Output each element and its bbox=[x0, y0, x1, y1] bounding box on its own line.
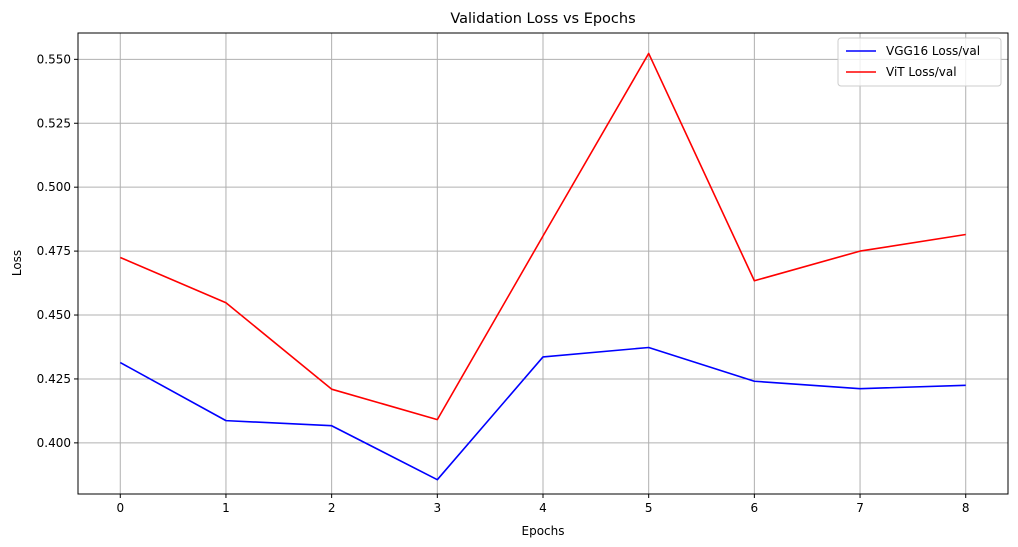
x-tick-label: 7 bbox=[856, 501, 864, 515]
y-axis-ticks: 0.400 0.425 0.450 0.475 0.500 0.525 0.550 bbox=[37, 52, 78, 450]
x-tick-label: 8 bbox=[962, 501, 970, 515]
x-axis-ticks: 0 1 2 3 4 5 6 7 8 bbox=[116, 494, 970, 515]
grid-lines bbox=[78, 33, 1008, 494]
series-line-vit bbox=[119, 52, 966, 421]
legend-box bbox=[837, 37, 1002, 87]
legend-label-vgg16: VGG16 Loss/val bbox=[886, 44, 980, 58]
y-tick-label: 0.500 bbox=[37, 180, 71, 194]
x-tick-label: 5 bbox=[645, 501, 653, 515]
legend: VGG16 Loss/val ViT Loss/val bbox=[837, 37, 1002, 87]
x-tick-label: 0 bbox=[116, 501, 124, 515]
series-line-vgg16 bbox=[119, 346, 966, 481]
x-tick-label: 4 bbox=[539, 501, 547, 515]
legend-label-vit: ViT Loss/val bbox=[886, 65, 957, 79]
y-tick-label: 0.525 bbox=[37, 116, 71, 130]
x-tick-label: 6 bbox=[751, 501, 759, 515]
y-axis-label: Loss bbox=[10, 250, 24, 276]
y-tick-label: 0.425 bbox=[37, 372, 71, 386]
x-tick-label: 2 bbox=[328, 501, 336, 515]
y-tick-label: 0.400 bbox=[37, 436, 71, 450]
series-lines bbox=[119, 52, 966, 481]
x-tick-label: 3 bbox=[433, 501, 441, 515]
y-tick-label: 0.475 bbox=[37, 244, 71, 258]
x-axis-label: Epochs bbox=[522, 524, 565, 538]
y-tick-label: 0.450 bbox=[37, 308, 71, 322]
chart-title: Validation Loss vs Epochs bbox=[450, 11, 635, 27]
x-tick-label: 1 bbox=[222, 501, 230, 515]
y-tick-label: 0.550 bbox=[37, 52, 71, 66]
